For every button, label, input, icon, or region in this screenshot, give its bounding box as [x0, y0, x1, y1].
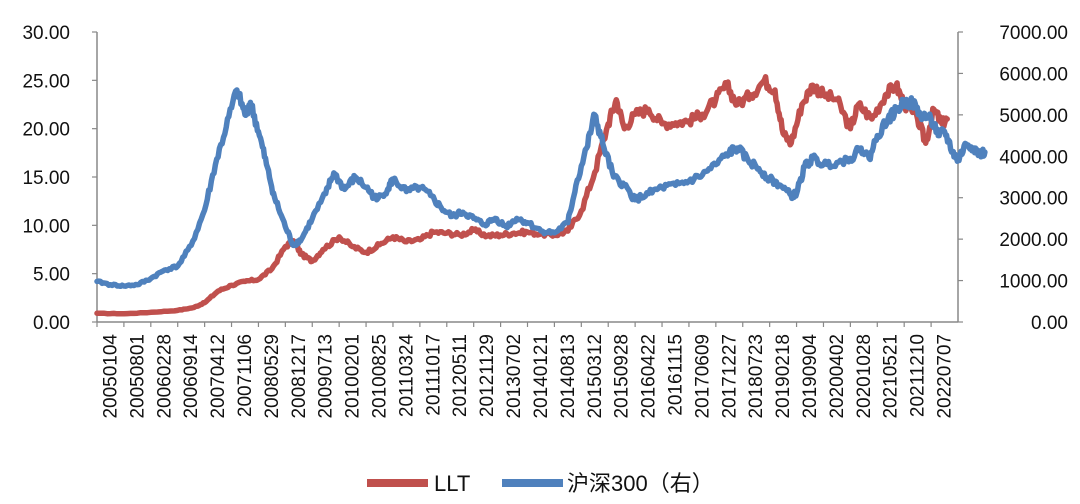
x-tick-label: 20210521: [881, 334, 902, 419]
x-tick-label: 20150312: [585, 334, 606, 419]
x-tick-label: 20070412: [208, 334, 229, 419]
left-tick-label: 30.00: [22, 23, 70, 44]
x-tick-label: 20140813: [558, 334, 579, 419]
x-tick-label: 20150928: [612, 334, 633, 419]
x-tick-label: 20100201: [343, 334, 364, 419]
series-lines: [94, 74, 988, 317]
x-tick-label: 20050104: [100, 334, 121, 419]
legend-label-hs300: 沪深300（右）: [567, 471, 714, 496]
x-tick-label: 20171227: [719, 334, 740, 419]
right-tick-label: 6000.00: [999, 64, 1068, 85]
x-tick-label: 20081217: [289, 334, 310, 419]
x-tick-label: 20211210: [908, 334, 929, 417]
right-tick-label: 2000.00: [999, 230, 1068, 251]
legend-label-llt: LLT: [434, 471, 470, 496]
series-line-LLT: [94, 74, 950, 317]
x-tick-label: 20161115: [665, 334, 686, 416]
left-tick-label: 15.00: [22, 168, 70, 189]
right-tick-label: 0.00: [1031, 313, 1068, 334]
x-tick-label: 20201028: [854, 334, 875, 419]
x-tick-label: 20170609: [692, 334, 713, 419]
right-axis-ticks: 0.00 1000.00 2000.00 3000.00 4000.00 5000.00 6…: [958, 23, 1068, 334]
x-tick-label: 20190904: [800, 334, 821, 419]
x-axis-ticks: 20050104 20050801 20060228 20060914 20070412…: [96, 322, 956, 419]
x-tick-label: 20121129: [477, 334, 498, 417]
left-tick-label: 20.00: [22, 120, 70, 141]
x-tick-label: 20160422: [639, 334, 660, 419]
x-tick-label: 20190218: [773, 334, 794, 419]
right-tick-label: 4000.00: [999, 147, 1068, 168]
left-tick-label: 25.00: [22, 71, 70, 92]
left-axis-ticks: 0.00 5.00 10.00 15.00 20.00 25.00 30.00: [22, 23, 97, 334]
x-tick-label: 20060228: [154, 334, 175, 419]
x-tick-label: 20200402: [827, 334, 848, 419]
x-tick-label: 20050801: [127, 334, 148, 419]
series-line-hs300: [94, 87, 988, 290]
x-tick-label: 20080529: [262, 334, 283, 419]
chart-axes: [96, 32, 959, 323]
x-tick-label: 20090713: [316, 334, 337, 419]
x-tick-label: 20110324: [396, 334, 417, 418]
x-tick-label: 20100825: [370, 334, 391, 419]
x-tick-label: 20071106: [235, 334, 256, 417]
x-tick-label: 20220707: [935, 334, 956, 419]
x-tick-label: 20060914: [181, 334, 202, 419]
x-tick-label: 20140121: [531, 334, 552, 419]
x-tick-label: 20120511: [450, 334, 471, 417]
left-tick-label: 10.00: [22, 216, 70, 237]
x-tick-label: 20111017: [423, 334, 444, 416]
right-tick-label: 3000.00: [999, 189, 1068, 210]
right-tick-label: 7000.00: [999, 23, 1068, 44]
legend: LLT 沪深300（右）: [367, 471, 714, 496]
left-tick-label: 0.00: [33, 313, 70, 334]
right-tick-label: 5000.00: [999, 106, 1068, 127]
right-tick-label: 1000.00: [999, 272, 1068, 293]
x-tick-label: 20130702: [504, 334, 525, 419]
x-tick-label: 20180723: [746, 334, 767, 419]
left-tick-label: 5.00: [33, 265, 70, 286]
